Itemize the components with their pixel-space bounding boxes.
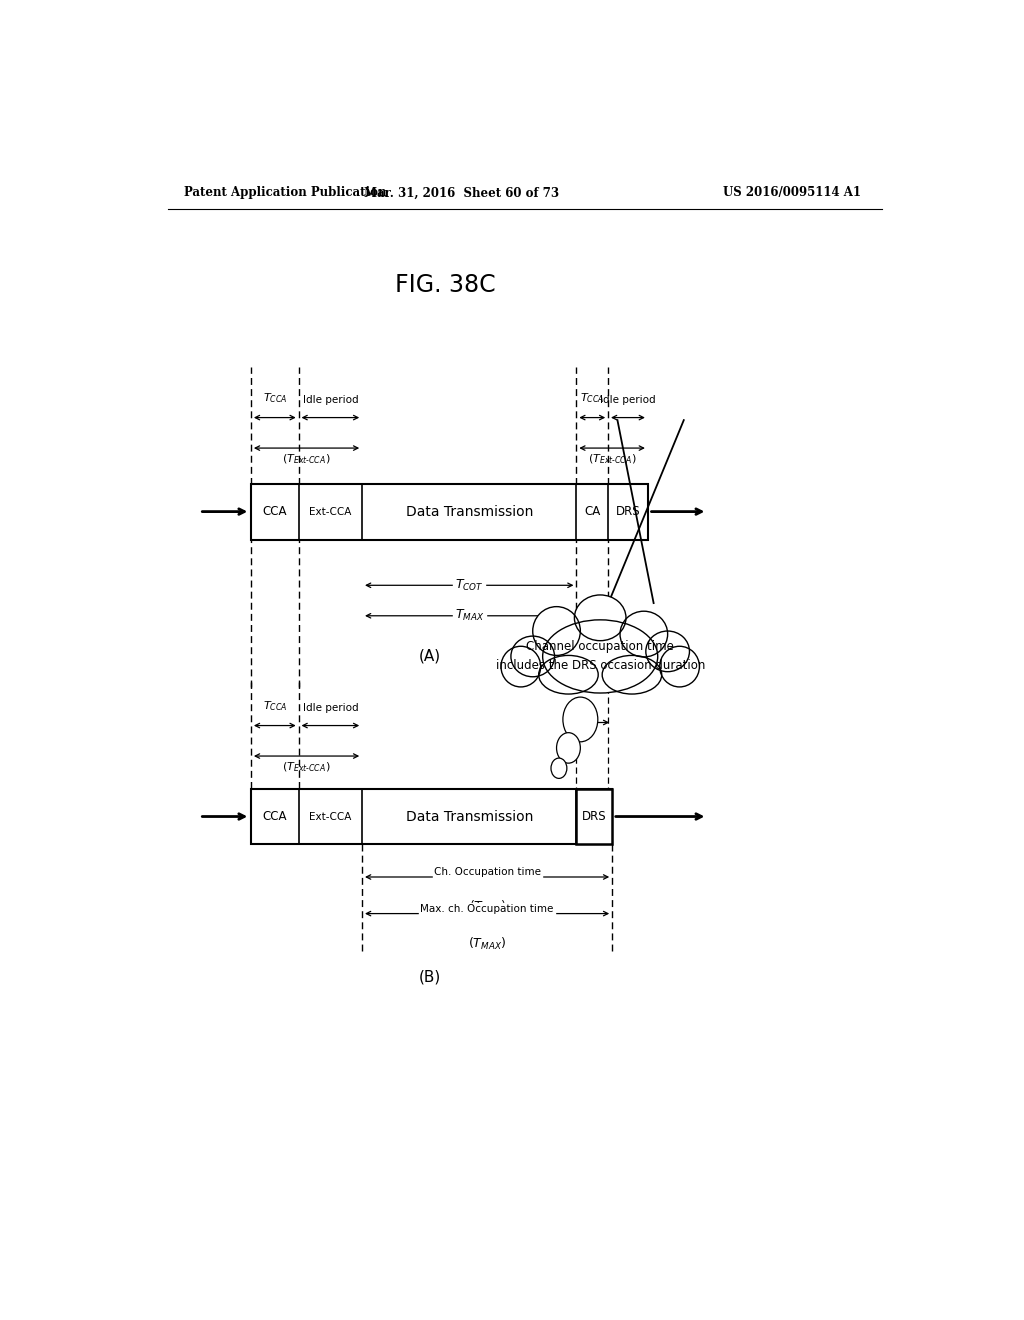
Ellipse shape (602, 656, 662, 694)
Ellipse shape (574, 595, 626, 640)
Bar (251, 788, 612, 845)
Ellipse shape (539, 656, 598, 694)
Text: $(T_{MAX})$: $(T_{MAX})$ (468, 936, 506, 952)
Text: $(T_{Ext\text{-}CCA})$: $(T_{Ext\text{-}CCA})$ (283, 453, 331, 466)
Text: Ch. Occupation time: Ch. Occupation time (433, 867, 541, 876)
Text: $T_{CCA}$: $T_{CCA}$ (262, 700, 287, 713)
Text: Max. ch. Occupation time: Max. ch. Occupation time (421, 904, 554, 913)
Text: $(T_{COT})$: $(T_{COT})$ (469, 899, 506, 916)
Circle shape (551, 758, 567, 779)
Text: Data Transmission: Data Transmission (406, 504, 532, 519)
Text: DRS: DRS (615, 506, 640, 517)
Text: US 2016/0095114 A1: US 2016/0095114 A1 (723, 186, 861, 199)
Text: Channel occupation time
includes the DRS occasion duration: Channel occupation time includes the DRS… (496, 640, 705, 672)
Text: Data Transmission: Data Transmission (406, 809, 532, 824)
Text: Idle period: Idle period (600, 396, 655, 405)
Text: Patent Application Publication: Patent Application Publication (183, 186, 386, 199)
Ellipse shape (511, 636, 555, 677)
Text: $T_{COT}$: $T_{COT}$ (455, 578, 483, 593)
Text: CA: CA (584, 506, 600, 517)
Bar (251, 483, 648, 540)
Bar (577, 788, 612, 845)
Text: (A): (A) (419, 649, 440, 664)
Ellipse shape (646, 631, 689, 672)
Text: Idle period: Idle period (302, 704, 358, 713)
Text: $(T_{Ext\text{-}CCA})$: $(T_{Ext\text{-}CCA})$ (283, 760, 331, 774)
Text: CCA: CCA (262, 506, 287, 517)
Text: FIG. 38C: FIG. 38C (395, 273, 496, 297)
Ellipse shape (532, 607, 581, 656)
Circle shape (557, 733, 581, 763)
Text: (B): (B) (419, 969, 440, 985)
Ellipse shape (621, 611, 668, 657)
Text: $T_{MAX}$: $T_{MAX}$ (455, 609, 484, 623)
Ellipse shape (501, 647, 541, 686)
Circle shape (563, 697, 598, 742)
Text: $T_{CCA}$: $T_{CCA}$ (580, 392, 604, 405)
Text: Idle period: Idle period (302, 396, 358, 405)
Text: DRS: DRS (582, 810, 606, 822)
Text: Mar. 31, 2016  Sheet 60 of 73: Mar. 31, 2016 Sheet 60 of 73 (364, 186, 559, 199)
Ellipse shape (659, 647, 699, 686)
Text: $T_{CCA}$: $T_{CCA}$ (262, 392, 287, 405)
Ellipse shape (543, 620, 657, 693)
Text: Ext-CCA: Ext-CCA (309, 812, 351, 821)
Text: $(T_{Ext\text{-}CCA})$: $(T_{Ext\text{-}CCA})$ (588, 453, 636, 466)
Text: Ext-CCA: Ext-CCA (309, 507, 351, 516)
Text: CCA: CCA (262, 810, 287, 822)
